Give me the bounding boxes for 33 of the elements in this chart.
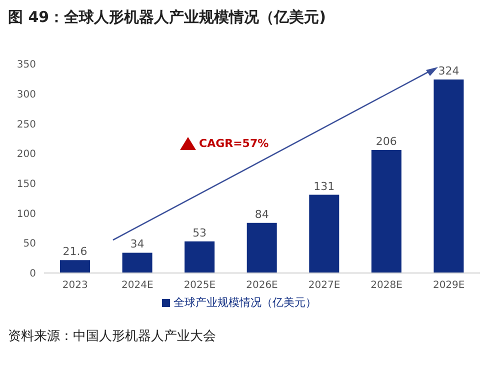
data-label: 34 (130, 238, 144, 251)
x-tick-label: 2028E (370, 280, 402, 292)
bar (122, 252, 152, 273)
x-tick-label: 2029E (432, 280, 465, 292)
y-tick-label: 350 (16, 60, 36, 71)
y-tick-label: 300 (16, 89, 36, 100)
text: 资料来源：中国人形机器人产业大会 (8, 328, 217, 345)
data-label: 53 (192, 226, 207, 240)
data-label: 206 (376, 134, 397, 148)
x-tick-label: 2024E (122, 280, 154, 292)
annotation: CAGR=57% (199, 137, 269, 150)
bar (371, 150, 402, 273)
y-tick-label: 50 (23, 238, 36, 250)
x-tick-label: 2026E (246, 280, 278, 292)
x-tick-label: 2027E (308, 280, 340, 292)
chart-title: 图 49：全球人形机器人产业规模情况（亿美元) (8, 8, 327, 28)
y-tick-label: 150 (16, 178, 36, 190)
bar (309, 194, 340, 273)
bar (434, 80, 464, 273)
data-label: 131 (314, 180, 335, 193)
bar (246, 222, 277, 273)
y-tick-label: 200 (16, 149, 36, 160)
y-tick-label: 100 (16, 208, 36, 220)
data-label: 324 (438, 64, 460, 78)
x-tick-label: 2025E (184, 280, 216, 292)
x-tick-label: 2023 (62, 280, 88, 292)
bar (60, 260, 90, 273)
y-tick-label: 250 (16, 119, 36, 130)
legend-label: 全球产业规模情况（亿美元） (174, 296, 316, 309)
data-label: 84 (254, 208, 269, 221)
y-tick-label: 0 (30, 268, 36, 280)
data-label: 21.6 (62, 245, 88, 258)
bar (184, 241, 215, 273)
